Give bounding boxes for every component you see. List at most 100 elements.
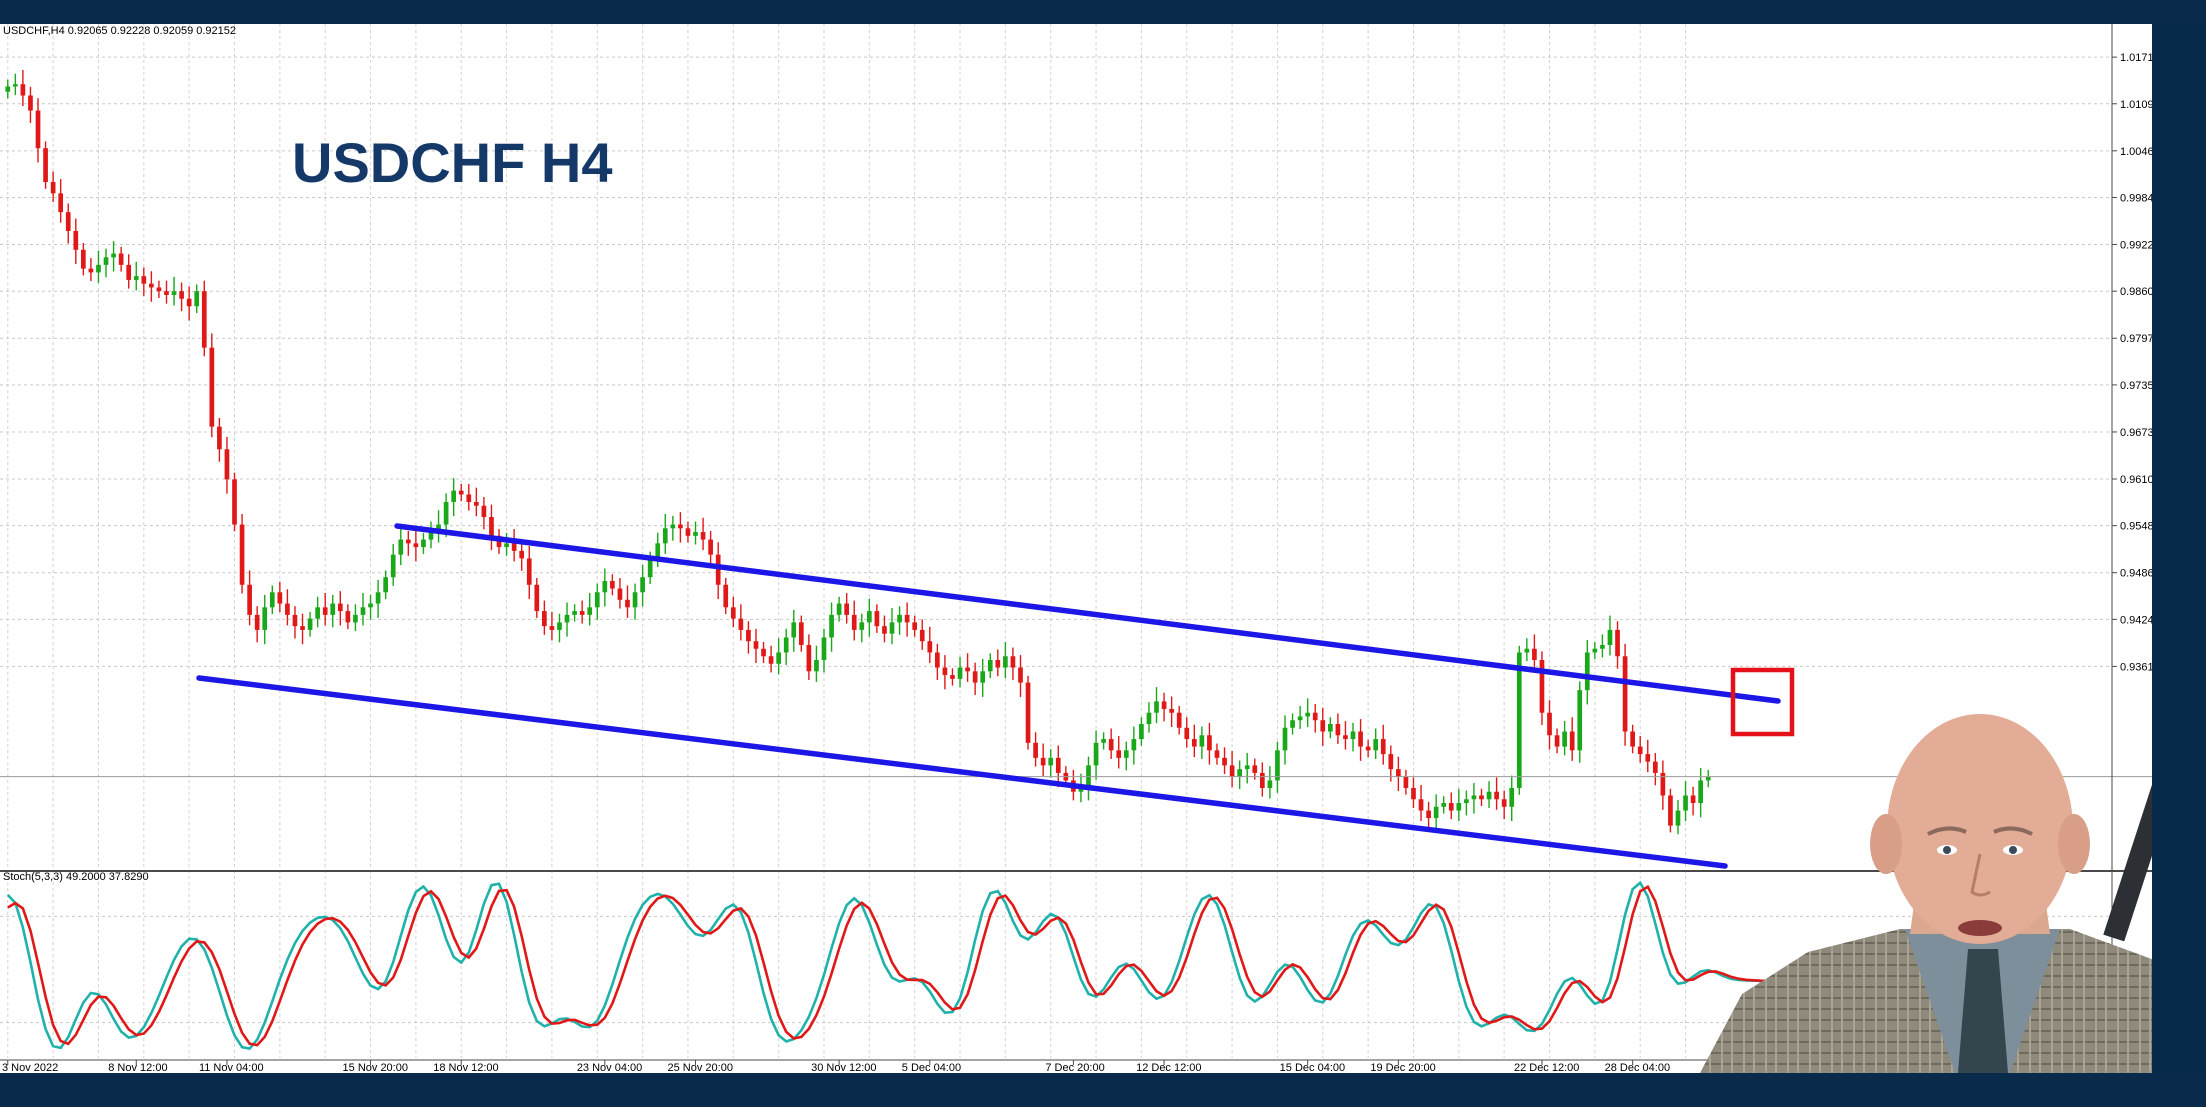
candle-body <box>776 652 781 664</box>
candle <box>557 613 562 643</box>
candle <box>186 286 192 321</box>
candle-body <box>458 490 464 495</box>
candle <box>1456 788 1462 822</box>
candle-body <box>1033 742 1038 758</box>
candle <box>511 529 517 562</box>
candle <box>436 510 441 543</box>
candle <box>1010 647 1016 680</box>
candle-body <box>1252 765 1258 773</box>
candle <box>1320 707 1326 746</box>
candle <box>564 602 570 637</box>
candle <box>798 615 804 652</box>
candle-body <box>957 667 963 679</box>
candle-body <box>1131 739 1137 751</box>
candle <box>405 530 411 556</box>
candle <box>572 604 577 622</box>
candle-body <box>610 580 615 589</box>
candle <box>1464 790 1469 816</box>
candle-body <box>1569 731 1575 751</box>
candle-body <box>1101 739 1106 743</box>
candle-body <box>950 675 955 679</box>
candle <box>337 591 343 626</box>
candle-body <box>1365 746 1371 751</box>
candle-body <box>156 287 162 292</box>
presenter-head <box>1887 714 2073 944</box>
candle <box>451 478 457 517</box>
candle-body <box>141 276 147 284</box>
candle <box>610 574 615 596</box>
candle-body <box>526 558 532 585</box>
candle-body <box>73 230 79 250</box>
time-tick-label: 25 Nov 20:00 <box>668 1062 733 1073</box>
candle-body <box>617 588 623 600</box>
presenter-ear-left <box>1870 814 1902 874</box>
upper-channel-trendline[interactable] <box>394 523 1781 704</box>
candle <box>292 606 298 639</box>
lower-channel-trendline[interactable] <box>196 675 1728 869</box>
candle-body <box>1600 644 1605 649</box>
candle <box>1358 719 1363 761</box>
candle-body <box>1448 803 1454 811</box>
candle-body <box>451 490 457 502</box>
price-tick-label: 0.99845 <box>2120 192 2152 204</box>
candle <box>1411 777 1416 808</box>
candle <box>1335 713 1341 744</box>
candle <box>1584 640 1590 705</box>
candle-body <box>965 667 970 672</box>
candle-body <box>1169 708 1174 713</box>
candle-body <box>1532 648 1537 661</box>
candle-body <box>1554 735 1560 747</box>
time-tick-label: 19 Dec 20:00 <box>1370 1062 1435 1073</box>
candle <box>783 628 789 665</box>
candle <box>1441 796 1447 814</box>
candle <box>693 521 698 545</box>
candle-body <box>262 607 268 630</box>
candle <box>1479 788 1484 807</box>
presenter-ear-right <box>2058 814 2090 874</box>
candle-body <box>730 607 736 619</box>
candle <box>1328 717 1333 739</box>
candle <box>1675 800 1681 835</box>
candle <box>844 593 850 624</box>
candle <box>239 513 245 594</box>
candle <box>617 577 623 609</box>
candle-body <box>28 95 33 111</box>
candle-body <box>791 622 797 638</box>
candle <box>1093 730 1099 780</box>
candle <box>1282 715 1288 765</box>
candle-body <box>889 622 895 634</box>
stochastic-header: Stoch(5,3,3) 49.2000 37.8290 <box>3 871 149 883</box>
candle-body <box>927 641 933 653</box>
candle <box>685 521 691 543</box>
candle-body <box>149 283 154 288</box>
candle-body <box>337 603 343 612</box>
candle <box>209 333 215 438</box>
candle <box>1592 641 1598 660</box>
candle <box>1380 724 1386 765</box>
candle <box>753 628 759 664</box>
candle <box>1033 732 1038 767</box>
candle <box>88 258 94 282</box>
candle-body <box>1123 750 1129 758</box>
candle <box>504 532 509 556</box>
candle-body <box>1282 727 1288 751</box>
candle-body <box>935 652 940 668</box>
candle-body <box>50 182 56 194</box>
candle-body <box>972 671 978 683</box>
candle-body <box>232 479 237 525</box>
price-tick-label: 1.01710 <box>2120 52 2152 64</box>
price-tick-label: 0.97975 <box>2120 333 2152 345</box>
candle <box>821 628 827 673</box>
time-tick-label: 23 Nov 04:00 <box>577 1062 642 1073</box>
candle-body <box>1441 803 1447 807</box>
candle <box>1139 717 1144 746</box>
candle-body <box>814 660 819 672</box>
candle <box>1562 720 1567 756</box>
candle-body <box>882 626 887 634</box>
candle <box>897 606 902 635</box>
candle <box>534 577 540 618</box>
chart-symbol-header: USDCHF,H4 0.92065 0.92228 0.92059 0.9215… <box>3 25 236 37</box>
target-zone-box[interactable] <box>1730 667 1795 737</box>
candle-body <box>1320 720 1326 732</box>
